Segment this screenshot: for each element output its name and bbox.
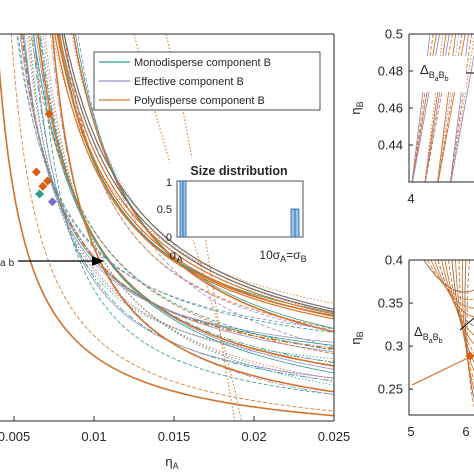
main-x-tick-label: 0.02 <box>241 429 266 444</box>
bottom-right-delta-label: ΔBaBb <box>414 324 443 345</box>
legend-label-polydisperse: Polydisperse component B <box>134 95 265 107</box>
inset-size-distribution: Size distribution 1 0.5 0 σA 10σA=σB <box>157 158 308 264</box>
top-right-delta-bg <box>418 56 466 92</box>
inset-xtick-sigma-a: σA <box>169 248 182 264</box>
delta-arrow-head <box>92 256 104 266</box>
main-curve <box>32 34 334 351</box>
legend-box <box>93 51 321 111</box>
bottom-right-curve <box>444 260 474 345</box>
inset-axes-box <box>176 180 304 238</box>
bottom-right-curves <box>411 260 474 408</box>
bottom-right-curve <box>411 354 474 386</box>
y-tick-label: 0.35 <box>378 296 403 311</box>
main-markers <box>31 109 57 207</box>
main-curve <box>16 34 334 333</box>
legend: Monodisperse component B Effective compo… <box>93 51 321 111</box>
main-curve-converged <box>54 34 334 320</box>
main-diamond-marker <box>47 197 57 207</box>
main-curve <box>33 34 334 379</box>
main-curve <box>62 34 334 332</box>
bottom-right-delta-pointer <box>459 317 474 331</box>
inset-ytick-05: 0.5 <box>157 204 172 216</box>
inset-background <box>170 158 308 240</box>
main-curve <box>51 34 334 393</box>
y-tick-label: 0.4 <box>385 253 403 268</box>
legend-label-effective: Effective component B <box>134 76 244 88</box>
top-right-y-label: ηB <box>348 101 365 114</box>
main-curve <box>0 68 334 417</box>
inset-bar-b-1 <box>290 208 296 238</box>
bottom-right-curve <box>427 260 474 300</box>
main-curve <box>23 34 334 343</box>
main-x-tick-label: 0.005 <box>0 429 30 444</box>
bottom-right-panel: 0.25 0.3 0.35 0.4 5 6 ηB ΔBaBb <box>348 253 474 439</box>
main-curves <box>0 34 334 421</box>
main-curve <box>44 34 334 380</box>
main-curve <box>75 34 334 329</box>
y-tick-label: 0.25 <box>378 382 403 397</box>
main-curve-converged <box>61 34 334 313</box>
main-diamond-marker <box>44 109 54 119</box>
bottom-right-curve <box>455 260 474 372</box>
main-curve <box>17 34 334 330</box>
main-curve-converged <box>58 34 334 315</box>
inset-bar-a-1 <box>179 180 184 238</box>
top-right-panel: 0.440.460.480.5 4 ηB ΔBaBb <box>348 27 474 206</box>
bottom-right-curve <box>461 260 474 390</box>
top-right-axes <box>408 34 474 183</box>
main-curve <box>40 34 334 386</box>
y-tick-label: 0.44 <box>378 138 403 153</box>
main-curve <box>52 34 334 304</box>
bottom-right-diamond-marker <box>465 351 474 361</box>
main-curve <box>35 34 334 370</box>
bottom-right-xtick-5: 5 <box>407 424 414 439</box>
main-curve <box>30 34 334 355</box>
main-curve <box>39 34 334 364</box>
main-curve-converged <box>56 34 334 318</box>
bottom-right-curve <box>458 260 474 381</box>
main-diamond-marker <box>31 167 41 177</box>
main-x-axis-label: ηA <box>165 454 178 471</box>
main-x-tick-label: 0.025 <box>318 429 351 444</box>
top-right-curve <box>450 36 474 182</box>
main-x-ticks: 0.005 0.01 0.015 0.02 0.025 <box>0 416 350 444</box>
bottom-right-axes <box>408 260 474 416</box>
top-right-y-ticks: 0.44 0.46 0.48 0.5 <box>378 27 413 153</box>
bottom-right-curve <box>437 260 474 327</box>
main-curve <box>71 34 334 314</box>
inset-title: Size distribution <box>190 164 287 178</box>
main-curve <box>72 34 334 333</box>
bottom-right-xtick-6: 6 <box>462 424 469 439</box>
top-right-xtick-4: 4 <box>407 191 414 206</box>
main-x-tick-label: 0.015 <box>158 429 191 444</box>
main-diamond-marker <box>38 181 48 191</box>
legend-label-monodisperse: Monodisperse component B <box>134 57 271 69</box>
inset-ytick-0: 0 <box>166 232 172 244</box>
y-tick-label: 0.48 <box>378 64 403 79</box>
main-curve <box>26 34 334 366</box>
main-diamond-marker <box>43 176 53 186</box>
top-right-curve <box>450 34 473 182</box>
y-tick-label: 0.46 <box>378 101 403 116</box>
bottom-right-curve <box>448 260 474 354</box>
bottom-right-curve <box>464 260 474 399</box>
main-x-tick-label: 0.01 <box>81 429 106 444</box>
bottom-right-curve <box>423 260 474 293</box>
inset-ytick-1: 1 <box>166 177 172 189</box>
y-tick-label: 0.5 <box>385 27 403 42</box>
bottom-right-curve <box>466 260 474 408</box>
main-diamond-marker <box>35 189 45 199</box>
bottom-right-y-ticks: 0.25 0.3 0.35 0.4 <box>378 253 413 397</box>
main-curve <box>10 34 334 412</box>
bottom-right-y-label: ηB <box>348 331 365 344</box>
inset-bar-a-2 <box>182 180 187 238</box>
main-curve <box>77 34 334 348</box>
main-curve-converged <box>63 34 334 310</box>
main-panel: 0.005 0.01 0.015 0.02 0.025 ηA Monodisperse … <box>0 33 350 471</box>
inset-bar-b-2 <box>294 208 300 238</box>
y-tick-label: 0.3 <box>385 339 403 354</box>
inset-xtick-10sigma-a-equals-sigma-b: 10σA=σB <box>259 248 306 264</box>
